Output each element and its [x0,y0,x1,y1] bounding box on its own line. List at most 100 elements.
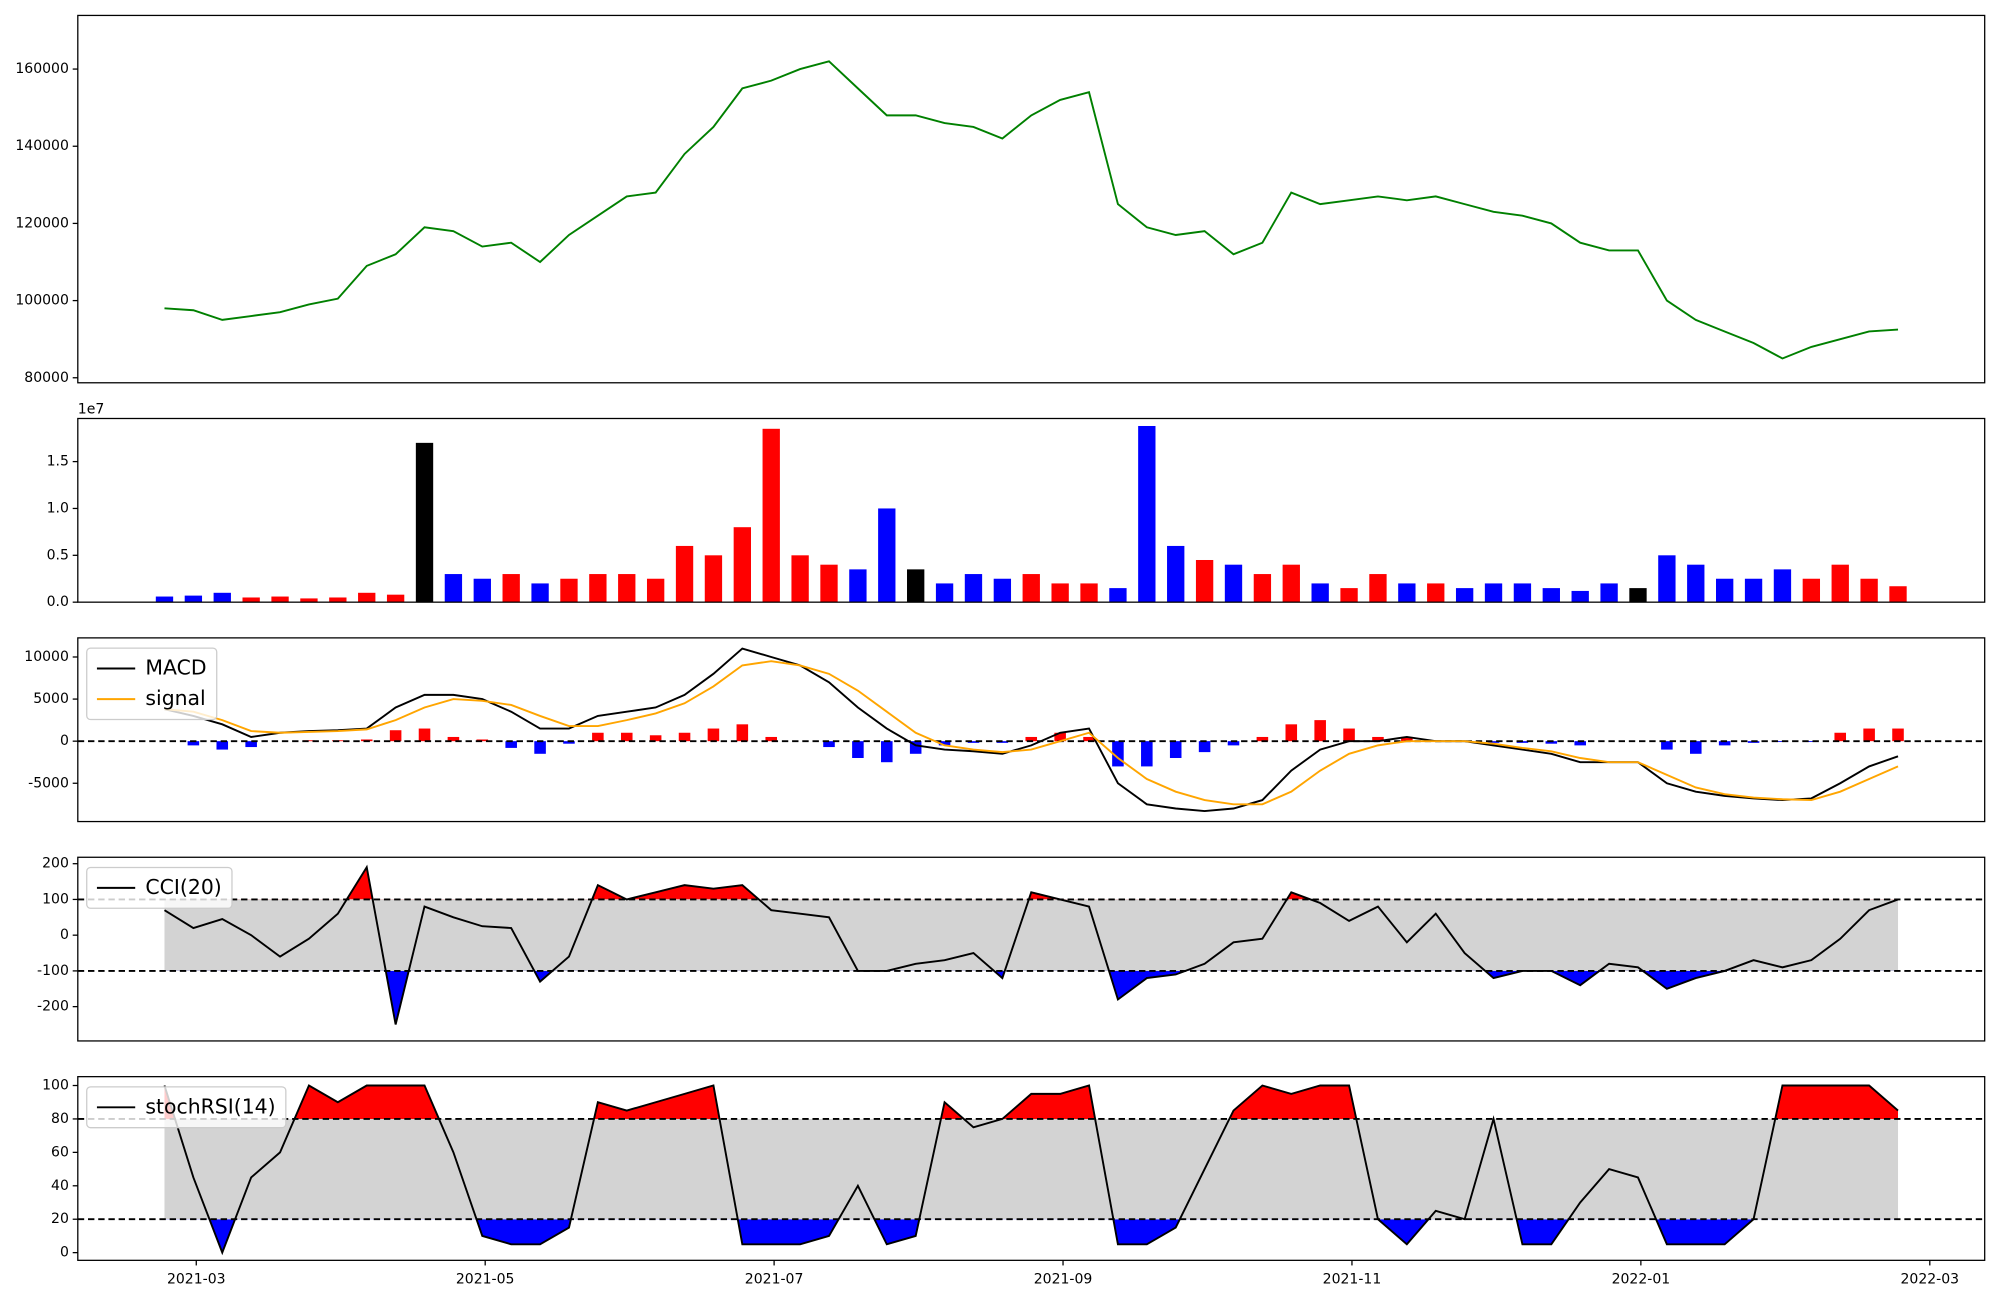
volume-bar [993,578,1012,603]
volume-bar [1889,586,1907,603]
volume-bar [762,428,780,603]
histogram-bar [1487,741,1500,743]
volume-bar [502,574,520,603]
histogram-bar [852,741,864,759]
x-tick-label: 2021-11 [1323,1271,1382,1287]
volume-bar [1224,564,1243,603]
histogram-bar [1863,728,1875,742]
volume-bar [1484,583,1503,603]
volume-bar [791,555,809,603]
histogram-bar [1661,741,1673,750]
volume-bar [358,592,376,603]
y-tick-label: 80000 [24,370,69,386]
histogram-bar [1892,728,1904,742]
x-tick-label: 2022-01 [1612,1271,1671,1287]
histogram-bar [187,741,200,746]
volume-bar [1658,555,1676,603]
volume-bar [1427,583,1445,603]
y-tick-label: 80 [51,1111,69,1127]
oversold-fill [209,1219,1754,1253]
volume-bar [1629,588,1647,603]
histogram-bar [649,735,662,742]
volume-bar [300,598,318,603]
histogram-bar [1054,732,1066,742]
histogram-bar [389,730,402,742]
volume-bar [1311,583,1329,603]
volume-bar [704,555,723,603]
volume-bar [849,569,867,603]
histogram-bar [1198,741,1211,753]
volume-bar [646,578,665,603]
histogram-bar [476,739,489,742]
overbought-fill [164,1085,1899,1119]
histogram-bar [736,724,749,742]
x-tick-label: 2021-03 [167,1271,226,1287]
histogram-bar [1025,736,1038,742]
volume-bar [329,597,347,603]
volume-bar [935,583,954,603]
volume-bar [213,592,231,603]
histogram-bar [534,741,546,754]
y-tick-label: -200 [37,999,69,1015]
volume-bar [1340,588,1358,603]
histogram-bar [1314,720,1326,742]
histogram-bar [1834,732,1847,742]
y-tick-label: 1.0 [47,500,69,516]
legend-label: signal [145,686,205,710]
volume-bar [1080,583,1098,603]
y-tick-label: 120000 [15,215,69,231]
volume-bar [733,527,751,603]
y-tick-label: 60 [51,1144,69,1160]
legend-label: stochRSI(14) [145,1094,275,1118]
histogram-bar [1256,736,1269,742]
volume-bar [271,596,289,603]
volume-bar [1369,574,1387,603]
volume-bar [878,508,896,603]
volume-bar [820,564,838,603]
histogram-bar [765,736,777,742]
y-tick-label: 10000 [24,649,69,665]
histogram-bar [1545,741,1558,744]
histogram-bar [1372,736,1384,742]
histogram-bar [1227,741,1240,746]
panel-frame [77,14,1986,384]
series-line [164,60,1899,360]
histogram-bar [216,741,229,750]
series-line [164,660,1899,806]
volume-bar [1600,583,1618,603]
volume-bar [907,569,925,603]
y-tick-label: 100 [42,891,69,907]
legend-box [86,647,218,721]
series-line [163,864,1899,1025]
volume-bar [1167,545,1185,603]
y-tick-label: 200 [42,856,69,872]
volume-bar [444,574,463,603]
histogram-bar [1285,724,1298,742]
histogram-bar [1083,736,1095,742]
volume-bar [1715,578,1734,603]
y-tick-label: -5000 [28,775,69,791]
y-tick-label: 1.5 [47,454,69,470]
histogram-bar [967,741,980,743]
volume-bar [618,574,636,603]
panel-frame [77,856,1986,1042]
y-tick-label: -100 [37,963,69,979]
volume-bar [1455,588,1474,603]
volume-bar [1195,559,1214,603]
histogram-bar [1689,741,1702,754]
volume-bar [1687,564,1705,603]
series-line [163,1084,1899,1256]
y-tick-label: 140000 [15,138,69,154]
histogram-bar [678,732,691,742]
x-tick-label: 2022-03 [1901,1271,1960,1287]
histogram-bar [1141,741,1153,767]
y-tick-label: 160000 [15,61,69,77]
histogram-bar [881,741,893,763]
histogram-bar [823,741,835,748]
y-tick-label: 0.0 [47,594,69,610]
volume-bar [1831,564,1849,603]
histogram-bar [592,732,604,742]
panel-frame [77,637,1986,823]
histogram-bar [1718,741,1731,746]
